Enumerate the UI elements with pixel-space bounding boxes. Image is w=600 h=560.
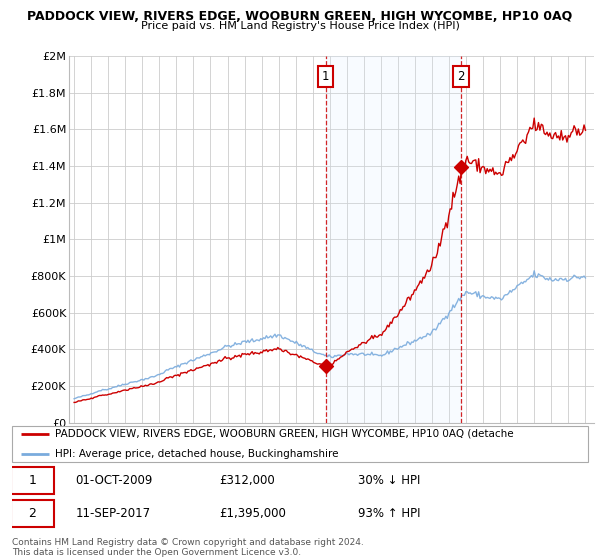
Point — [321, 361, 331, 370]
Text: 2: 2 — [457, 69, 465, 83]
Text: £1,395,000: £1,395,000 — [220, 507, 286, 520]
Text: 93% ↑ HPI: 93% ↑ HPI — [358, 507, 420, 520]
Text: Contains HM Land Registry data © Crown copyright and database right 2024.
This d: Contains HM Land Registry data © Crown c… — [12, 538, 364, 557]
Text: 11-SEP-2017: 11-SEP-2017 — [76, 507, 151, 520]
Text: 30% ↓ HPI: 30% ↓ HPI — [358, 474, 420, 487]
Text: PADDOCK VIEW, RIVERS EDGE, WOOBURN GREEN, HIGH WYCOMBE, HP10 0AQ (detache: PADDOCK VIEW, RIVERS EDGE, WOOBURN GREEN… — [55, 428, 514, 438]
Text: PADDOCK VIEW, RIVERS EDGE, WOOBURN GREEN, HIGH WYCOMBE, HP10 0AQ: PADDOCK VIEW, RIVERS EDGE, WOOBURN GREEN… — [28, 10, 572, 23]
Point — [456, 162, 466, 171]
Text: 01-OCT-2009: 01-OCT-2009 — [76, 474, 153, 487]
Text: HPI: Average price, detached house, Buckinghamshire: HPI: Average price, detached house, Buck… — [55, 449, 338, 459]
Text: 1: 1 — [28, 474, 36, 487]
Text: £312,000: £312,000 — [220, 474, 275, 487]
Text: 1: 1 — [322, 69, 329, 83]
Text: Price paid vs. HM Land Registry's House Price Index (HPI): Price paid vs. HM Land Registry's House … — [140, 21, 460, 31]
FancyBboxPatch shape — [11, 500, 54, 526]
FancyBboxPatch shape — [11, 468, 54, 494]
Text: 2: 2 — [28, 507, 36, 520]
Bar — [326, 56, 461, 423]
